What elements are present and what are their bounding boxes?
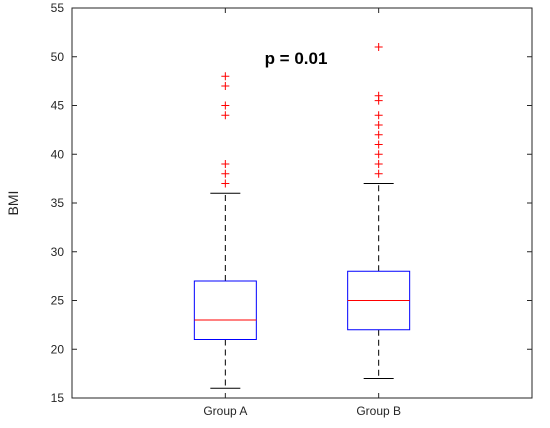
outlier-marker <box>374 111 383 120</box>
y-axis-label: BMI <box>5 191 21 216</box>
x-tick-label: Group B <box>356 404 401 418</box>
outlier-marker <box>374 169 383 178</box>
y-tick-label: 20 <box>51 342 65 356</box>
y-tick-label: 30 <box>51 245 65 259</box>
plot-area <box>71 7 533 399</box>
outlier-marker <box>374 121 383 129</box>
outlier-marker <box>374 43 383 51</box>
y-tick-label: 15 <box>51 391 65 405</box>
outlier-marker <box>221 160 230 168</box>
outlier-marker <box>221 111 230 120</box>
y-tick-label: 45 <box>51 99 65 113</box>
outlier-marker <box>221 179 230 188</box>
y-tick-label: 50 <box>51 50 65 64</box>
x-axis: Group A Group B <box>203 8 401 418</box>
outlier-marker <box>374 130 383 139</box>
boxes <box>193 43 411 389</box>
p-value-annotation: p = 0.01 <box>265 49 328 68</box>
y-tick-label: 35 <box>51 196 65 210</box>
y-axis: 15 20 25 30 35 40 45 50 55 <box>51 1 532 405</box>
outlier-marker <box>374 160 383 168</box>
outlier-marker <box>221 82 230 90</box>
outlier-marker <box>221 101 230 110</box>
outlier-marker <box>374 150 383 159</box>
box-group <box>193 72 257 389</box>
outlier-marker <box>374 91 383 100</box>
iqr-box <box>193 280 257 340</box>
y-tick-label: 55 <box>51 1 65 15</box>
box-group <box>347 43 411 379</box>
outlier-marker <box>221 72 230 81</box>
x-tick-label: Group A <box>203 404 247 418</box>
y-tick-label: 25 <box>51 294 65 308</box>
y-tick-label: 40 <box>51 147 65 161</box>
outlier-marker <box>374 140 383 149</box>
outlier-marker <box>221 169 230 178</box>
